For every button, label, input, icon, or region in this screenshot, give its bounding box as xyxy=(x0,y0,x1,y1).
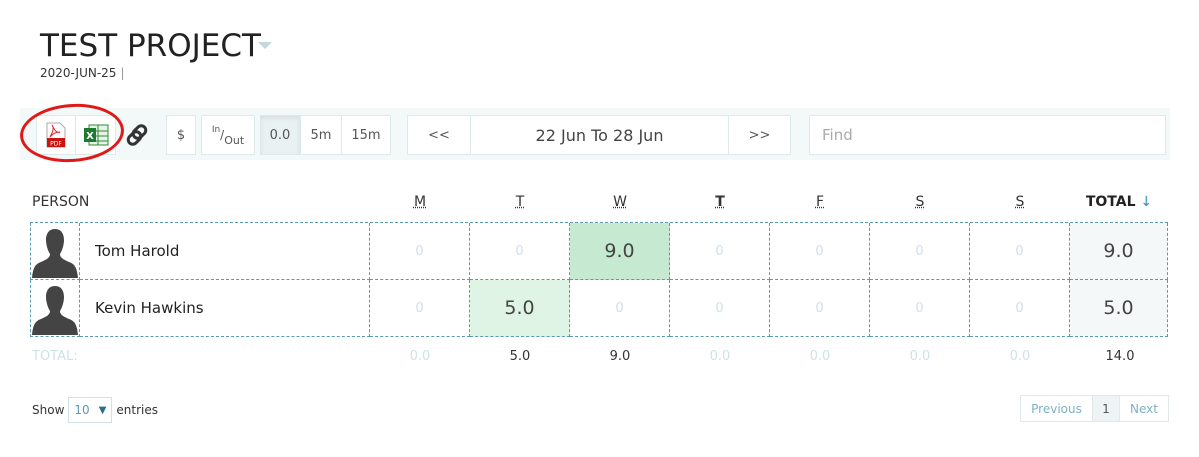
export-pdf-button[interactable]: PDF xyxy=(36,115,76,155)
total-column-header[interactable]: TOTAL ↓ xyxy=(1070,194,1168,210)
hours-cell[interactable]: 0 xyxy=(770,280,870,337)
avatar xyxy=(30,280,80,337)
day-total: 0.0 xyxy=(809,349,831,364)
day-header-4[interactable]: F xyxy=(815,194,825,210)
person-silhouette-icon xyxy=(32,229,78,278)
page-size-value: 10 xyxy=(74,403,90,417)
hours-cell[interactable]: 0 xyxy=(670,223,770,280)
separator: | xyxy=(120,66,125,80)
pagination-previous[interactable]: Previous xyxy=(1020,395,1093,422)
hours-cell[interactable]: 0 xyxy=(970,280,1070,337)
export-excel-button[interactable]: X xyxy=(75,115,116,155)
day-header-1[interactable]: T xyxy=(515,194,525,210)
day-header-5[interactable]: S xyxy=(915,194,925,210)
project-title[interactable]: TEST PROJECT xyxy=(40,28,261,64)
day-header-2[interactable]: W xyxy=(613,194,627,210)
person-name[interactable]: Tom Harold xyxy=(80,223,370,280)
entries-label: entries xyxy=(116,403,158,417)
next-week-button[interactable]: >> xyxy=(728,115,791,155)
hours-cell[interactable]: 0 xyxy=(570,280,670,337)
day-total: 0.0 xyxy=(709,349,731,364)
date-range-label[interactable]: 22 Jun To 28 Jun xyxy=(470,115,729,155)
hours-cell[interactable]: 0 xyxy=(870,280,970,337)
in-label: In xyxy=(211,125,221,135)
arrow-down-icon: ↓ xyxy=(1140,194,1153,210)
page-size-select[interactable]: 10 ▼ xyxy=(68,397,113,423)
hours-cell[interactable]: 0 xyxy=(370,280,470,337)
pagination-page-1[interactable]: 1 xyxy=(1092,395,1120,422)
show-label: Show xyxy=(32,403,65,417)
day-total: 5.0 xyxy=(509,349,531,364)
hours-cell[interactable]: 5.0 xyxy=(470,280,570,337)
excel-icon: X xyxy=(83,124,108,146)
date-text: 2020-JUN-25 xyxy=(40,66,117,80)
avatar xyxy=(30,223,80,280)
svg-text:X: X xyxy=(86,131,94,142)
row-total: 9.0 xyxy=(1070,223,1168,280)
rounding-5m-button[interactable]: 5m xyxy=(300,115,342,155)
find-input[interactable] xyxy=(809,115,1166,155)
in-out-toggle-button[interactable]: In / Out xyxy=(201,115,255,155)
currency-toggle-button[interactable]: $ xyxy=(166,115,196,155)
previous-week-button[interactable]: << xyxy=(407,115,471,155)
total-header-text: TOTAL xyxy=(1085,194,1136,210)
row-total: 5.0 xyxy=(1070,280,1168,337)
rounding-15m-button[interactable]: 15m xyxy=(341,115,391,155)
person-silhouette-icon xyxy=(32,286,78,335)
day-total: 0.0 xyxy=(909,349,931,364)
project-dropdown-caret-icon[interactable] xyxy=(258,42,272,49)
chevron-down-icon: ▼ xyxy=(98,404,107,416)
person-name[interactable]: Kevin Hawkins xyxy=(80,280,370,337)
hours-cell[interactable]: 0 xyxy=(970,223,1070,280)
hours-cell[interactable]: 0 xyxy=(870,223,970,280)
pdf-icon: PDF xyxy=(46,122,66,148)
hours-cell[interactable]: 0 xyxy=(470,223,570,280)
totals-label: TOTAL: xyxy=(32,349,78,364)
day-total: 9.0 xyxy=(609,349,631,364)
project-date: 2020-JUN-25 | xyxy=(40,66,124,80)
svg-text:PDF: PDF xyxy=(50,141,62,148)
day-header-0[interactable]: M xyxy=(413,194,427,210)
day-header-6[interactable]: S xyxy=(1015,194,1025,210)
day-total: 0.0 xyxy=(409,349,431,364)
day-total: 0.0 xyxy=(1009,349,1031,364)
hours-cell[interactable]: 0 xyxy=(770,223,870,280)
hours-cell[interactable]: 0 xyxy=(670,280,770,337)
link-icon xyxy=(126,124,148,146)
pagination-next[interactable]: Next xyxy=(1119,395,1169,422)
person-column-header[interactable]: PERSON xyxy=(32,194,90,210)
grand-total: 14.0 xyxy=(1105,349,1135,364)
out-label: Out xyxy=(224,133,245,147)
hours-cell[interactable]: 0 xyxy=(370,223,470,280)
page-size-control: Show 10 ▼ entries xyxy=(32,397,158,423)
table-top-border xyxy=(30,222,1168,223)
copy-link-button[interactable] xyxy=(120,118,154,152)
hours-cell[interactable]: 9.0 xyxy=(570,223,670,280)
rounding-0-button[interactable]: 0.0 xyxy=(260,115,300,155)
day-header-3[interactable]: T xyxy=(715,194,725,210)
